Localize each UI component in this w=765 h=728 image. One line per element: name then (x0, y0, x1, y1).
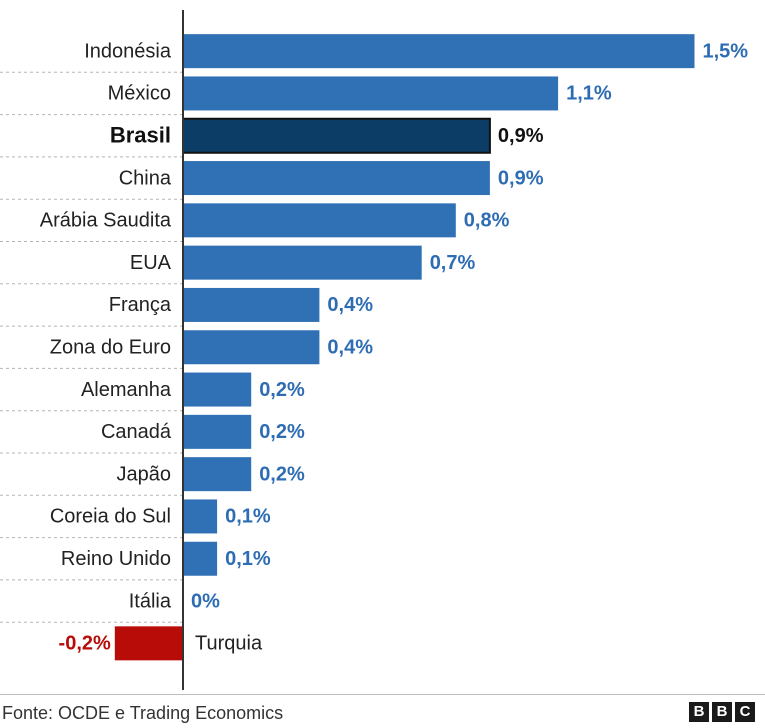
data-label: 0,4% (327, 294, 373, 316)
category-label: Itália (129, 590, 172, 612)
bar-frança (183, 287, 320, 322)
bar-coreia-do-sul (183, 499, 218, 534)
category-label: Alemanha (81, 379, 172, 401)
category-label: Reino Unido (61, 548, 171, 570)
bar-zona-do-euro (183, 330, 320, 365)
data-label: 0,1% (225, 548, 271, 570)
category-label: Brasil (110, 123, 171, 148)
bar-china (183, 161, 490, 196)
category-label: China (119, 167, 172, 189)
bbc-logo: B B C (689, 702, 755, 722)
bar-arábia-saudita (183, 203, 456, 238)
footer: Fonte: OCDE e Trading Economics B B C (0, 694, 765, 728)
bar-brasil (182, 117, 491, 154)
bar-turquia (114, 626, 183, 661)
category-label: França (109, 294, 172, 316)
data-label: 0,2% (259, 421, 305, 443)
data-label: 0,2% (259, 463, 305, 485)
category-label: México (108, 83, 171, 105)
bar-indonésia (183, 34, 695, 69)
category-label: Canadá (101, 421, 172, 443)
category-label: EUA (130, 252, 172, 274)
bar-japão (183, 457, 252, 492)
data-label: 0,8% (464, 210, 510, 232)
bar-canadá (183, 414, 252, 449)
bar-méxico (183, 76, 559, 111)
bbc-logo-letter: B (712, 702, 732, 722)
bbc-logo-letter: C (735, 702, 755, 722)
bar-alemanha (183, 372, 252, 407)
data-label: 0,9% (498, 167, 544, 189)
bar-chart: Indonésia 1,5% México 1,1% Brasil 0,9% China 0,… (0, 10, 749, 690)
data-label: 0,2% (259, 379, 305, 401)
source-note: Fonte: OCDE e Trading Economics (2, 703, 284, 723)
data-label: 0% (191, 590, 220, 612)
category-label: Zona do Euro (50, 337, 171, 359)
category-label: Coreia do Sul (50, 506, 171, 528)
category-label: Turquia (195, 633, 263, 655)
bbc-logo-letter: B (689, 702, 709, 722)
data-label: -0,2% (59, 633, 111, 655)
category-label: Japão (117, 463, 172, 485)
data-label: 0,9% (498, 125, 544, 147)
data-label: 1,1% (566, 83, 612, 105)
data-label: 0,7% (430, 252, 476, 274)
data-label: 0,4% (327, 337, 373, 359)
data-label: 0,1% (225, 506, 271, 528)
category-label: Indonésia (84, 40, 172, 62)
data-label: 1,5% (703, 40, 749, 62)
category-label: Arábia Saudita (40, 210, 172, 232)
bar-eua (183, 245, 422, 280)
bar-reino-unido (183, 541, 218, 576)
